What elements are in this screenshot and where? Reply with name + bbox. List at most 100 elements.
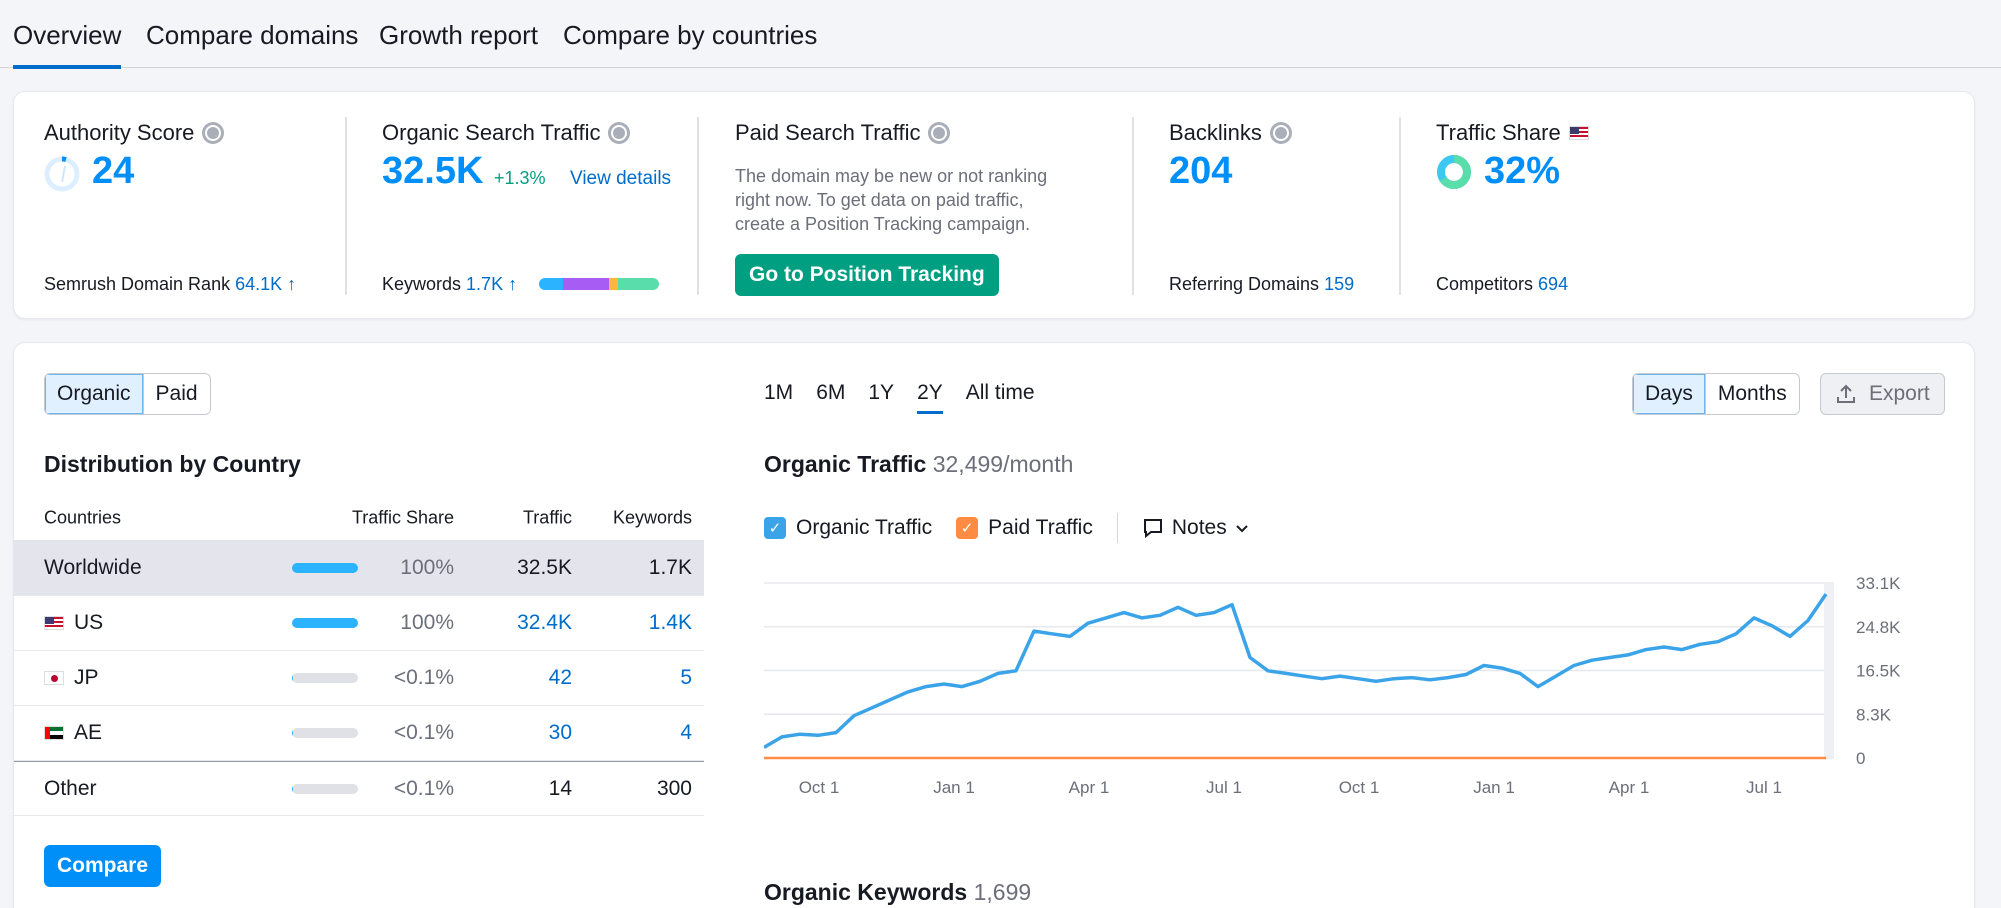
kw-bar-segment xyxy=(563,278,609,290)
period-6m[interactable]: 6M xyxy=(816,381,846,404)
toggle-paid[interactable]: Paid xyxy=(142,374,210,414)
go-to-position-tracking-button[interactable]: Go to Position Tracking xyxy=(735,254,999,296)
share-bar-fill xyxy=(292,673,294,683)
tab-compare-domains[interactable]: Compare domains xyxy=(146,20,359,50)
traffic-value[interactable]: 32.4K xyxy=(517,611,572,634)
distribution-title: Distribution by Country xyxy=(44,451,301,477)
granularity-days[interactable]: Days xyxy=(1633,374,1705,414)
country-name: US xyxy=(74,611,104,634)
period-2y[interactable]: 2Y xyxy=(917,381,943,414)
traffic-share: 100% xyxy=(400,611,454,634)
traffic-value[interactable]: 30 xyxy=(548,721,572,744)
distribution-table: Countries Traffic Share Traffic Keywords… xyxy=(14,496,704,816)
export-label: Export xyxy=(1869,382,1930,405)
tab-growth-report[interactable]: Growth report xyxy=(379,20,538,50)
organic-traffic-line xyxy=(764,593,1828,749)
traffic-share-donut-icon xyxy=(1437,155,1471,189)
country-name: JP xyxy=(74,666,99,689)
tab-overview[interactable]: Overview xyxy=(13,20,122,69)
keywords-value[interactable]: 1.4K xyxy=(648,611,692,634)
organic-keywords-title: Organic Keywords 1,699 xyxy=(764,879,1031,906)
paid-traffic-label: Paid Search Traffic xyxy=(735,120,921,145)
y-tick-label: 33.1K xyxy=(1856,574,1901,593)
traffic-value: 32.5K xyxy=(517,556,572,579)
organic-traffic-change: +1.3% xyxy=(494,168,546,188)
domain-rank-label: Semrush Domain Rank xyxy=(44,274,231,294)
divider xyxy=(1399,117,1401,295)
organic-paid-toggle: Organic Paid xyxy=(44,373,211,415)
referring-domains-value[interactable]: 159 xyxy=(1324,274,1355,294)
authority-score-title[interactable]: Authority Score xyxy=(44,120,225,146)
y-tick-label: 24.8K xyxy=(1856,618,1901,637)
organic-traffic-value[interactable]: 32.5K xyxy=(382,150,484,192)
share-bar xyxy=(292,673,358,683)
keywords-value[interactable]: 1.7K ↑ xyxy=(466,274,518,294)
x-tick-label: Jan 1 xyxy=(1473,778,1515,797)
organic-traffic-chart[interactable]: 33.1K 24.8K 16.5K 8.3K 0 Oct 1 Jan 1 Apr 1 Jul 1… xyxy=(764,573,1944,813)
col-traffic[interactable]: Traffic xyxy=(522,507,572,528)
granularity-months[interactable]: Months xyxy=(1704,374,1799,414)
period-1m[interactable]: 1M xyxy=(764,381,794,404)
y-tick-label: 0 xyxy=(1856,749,1865,768)
jp-flag-icon xyxy=(44,671,64,685)
divider xyxy=(345,117,347,295)
traffic-value[interactable]: 42 xyxy=(548,666,572,689)
view-details-link[interactable]: View details xyxy=(570,168,672,189)
organic-traffic-label: Organic Search Traffic xyxy=(382,120,601,145)
col-traffic-share[interactable]: Traffic Share xyxy=(351,507,454,528)
keywords-count: Keywords 1.7K ↑ xyxy=(382,274,517,295)
col-keywords[interactable]: Keywords xyxy=(612,507,692,528)
x-tick-label: Oct 1 xyxy=(799,778,840,797)
chart-legend: ✓ Organic Traffic ✓ Paid Traffic Notes xyxy=(764,513,1249,543)
keywords-value[interactable]: 5 xyxy=(680,666,692,689)
backlinks-title[interactable]: Backlinks xyxy=(1169,120,1292,146)
notes-dropdown[interactable]: Notes xyxy=(1142,516,1249,540)
organic-traffic-chart-label: Organic Traffic xyxy=(764,451,927,477)
globe-icon xyxy=(1269,122,1292,144)
x-tick-label: Apr 1 xyxy=(1069,778,1110,797)
domain-rank: Semrush Domain Rank 64.1K ↑ xyxy=(44,274,296,295)
authority-score-value[interactable]: 24 xyxy=(92,150,135,192)
export-button[interactable]: Export xyxy=(1820,373,1945,415)
share-bar-fill xyxy=(292,783,294,794)
competitors: Competitors 694 xyxy=(1436,274,1568,295)
country-name-cell: AE xyxy=(44,721,102,745)
backlinks-value[interactable]: 204 xyxy=(1169,150,1233,192)
y-tick-label: 16.5K xyxy=(1856,662,1901,681)
country-name: AE xyxy=(74,721,103,744)
period-1y[interactable]: 1Y xyxy=(868,381,895,404)
table-row[interactable]: Worldwide 100% 32.5K 1.7K xyxy=(14,541,704,596)
traffic-share-title: Traffic Share xyxy=(1436,120,1589,146)
organic-traffic-title[interactable]: Organic Search Traffic xyxy=(382,120,631,146)
table-row[interactable]: AE <0.1% 30 4 xyxy=(14,706,704,761)
x-tick-label: Apr 1 xyxy=(1609,778,1650,797)
table-row[interactable]: JP <0.1% 42 5 xyxy=(14,651,704,706)
keywords-value: 1.7K xyxy=(648,556,692,579)
toggle-organic[interactable]: Organic xyxy=(45,374,143,414)
compare-button[interactable]: Compare xyxy=(44,845,162,887)
organic-keywords-label: Organic Keywords xyxy=(764,879,968,905)
table-row[interactable]: US 100% 32.4K 1.4K xyxy=(14,596,704,651)
share-bar-fill xyxy=(292,618,358,628)
legend-paid-label: Paid Traffic xyxy=(988,516,1093,539)
authority-score-label: Authority Score xyxy=(44,120,195,145)
referring-domains: Referring Domains 159 xyxy=(1169,274,1354,295)
period-selector: 1M 6M 1Y 2Y All time xyxy=(764,381,1035,414)
kw-bar-segment xyxy=(618,278,659,290)
period-all-time[interactable]: All time xyxy=(965,381,1035,404)
x-tick-label: Jul 1 xyxy=(1746,778,1782,797)
organic-traffic-checkbox[interactable]: ✓ xyxy=(764,517,786,539)
traffic-share-label: Traffic Share xyxy=(1436,120,1561,145)
share-bar-fill xyxy=(292,728,294,738)
keywords-value[interactable]: 4 xyxy=(680,721,692,744)
col-countries[interactable]: Countries xyxy=(44,507,122,528)
traffic-share: <0.1% xyxy=(393,666,454,689)
paid-traffic-checkbox[interactable]: ✓ xyxy=(956,517,979,539)
backlinks-widget: Backlinks 204 Referring Domains 159 xyxy=(1169,92,1409,320)
competitors-value[interactable]: 694 xyxy=(1538,274,1569,294)
tab-compare-by-countries[interactable]: Compare by countries xyxy=(563,20,818,50)
domain-rank-value[interactable]: 64.1K ↑ xyxy=(235,274,297,294)
paid-traffic-title[interactable]: Paid Search Traffic xyxy=(735,120,951,146)
metrics-card: Authority Score 24 Semrush Domain Rank 6… xyxy=(13,91,1975,319)
table-header: Countries Traffic Share Traffic Keywords xyxy=(14,496,704,541)
